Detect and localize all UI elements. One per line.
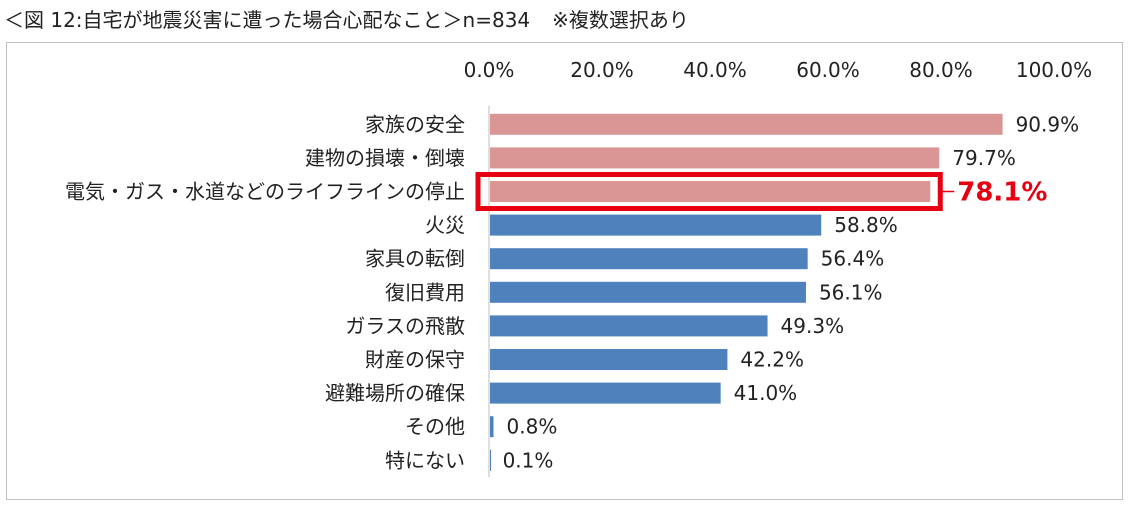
bar (490, 248, 808, 270)
category-label: その他 (405, 415, 465, 439)
bar (490, 281, 806, 303)
title-text: ＜図 12:自宅が地震災害に遭った場合心配なこと＞n=834 (4, 8, 531, 32)
category-label: 特にない (385, 448, 465, 472)
x-tick-label: 0.0% (464, 58, 515, 82)
value-label: 42.2% (740, 348, 804, 372)
x-tick-label: 100.0% (1016, 58, 1092, 82)
bar (490, 113, 1003, 135)
bar (490, 416, 494, 438)
category-label: 復旧費用 (385, 280, 465, 304)
value-label: 0.8% (507, 415, 558, 439)
value-label: 0.1% (503, 448, 554, 472)
bar (490, 349, 728, 370)
value-label: 90.9% (1016, 112, 1080, 136)
bar (490, 315, 768, 337)
bar (490, 449, 491, 471)
value-label: 78.1% (957, 178, 1047, 208)
category-label: 家族の安全 (365, 112, 465, 136)
x-tick-label: 20.0% (570, 58, 634, 82)
value-label: 49.3% (781, 314, 845, 338)
x-tick-label: 80.0% (909, 58, 973, 82)
category-label: 建物の損壊・倒壊 (305, 146, 465, 170)
bar (490, 181, 931, 202)
x-tick-label: 60.0% (796, 58, 860, 82)
category-label: 火災 (425, 213, 465, 237)
category-label: 財産の保守 (365, 348, 465, 372)
value-label: 79.7% (952, 146, 1016, 170)
value-label: 56.1% (819, 280, 883, 304)
value-label: 41.0% (734, 381, 798, 405)
value-label: 56.4% (821, 247, 885, 271)
bar (490, 147, 940, 169)
chart-frame (6, 42, 1123, 500)
bar (490, 214, 822, 236)
bar (490, 382, 721, 404)
category-label: 避難場所の確保 (325, 381, 465, 405)
category-label: 電気・ガス・水道などのライフラインの停止 (65, 180, 465, 204)
category-label: ガラスの飛散 (345, 314, 465, 338)
x-tick-label: 40.0% (683, 58, 747, 82)
category-label: 家具の転倒 (365, 247, 465, 271)
highlight-box (475, 172, 943, 211)
value-label: 58.8% (834, 213, 898, 237)
chart-title: ＜図 12:自宅が地震災害に遭った場合心配なこと＞n=834 ※複数選択あり (4, 4, 689, 33)
title-note: ※複数選択あり (552, 8, 689, 32)
